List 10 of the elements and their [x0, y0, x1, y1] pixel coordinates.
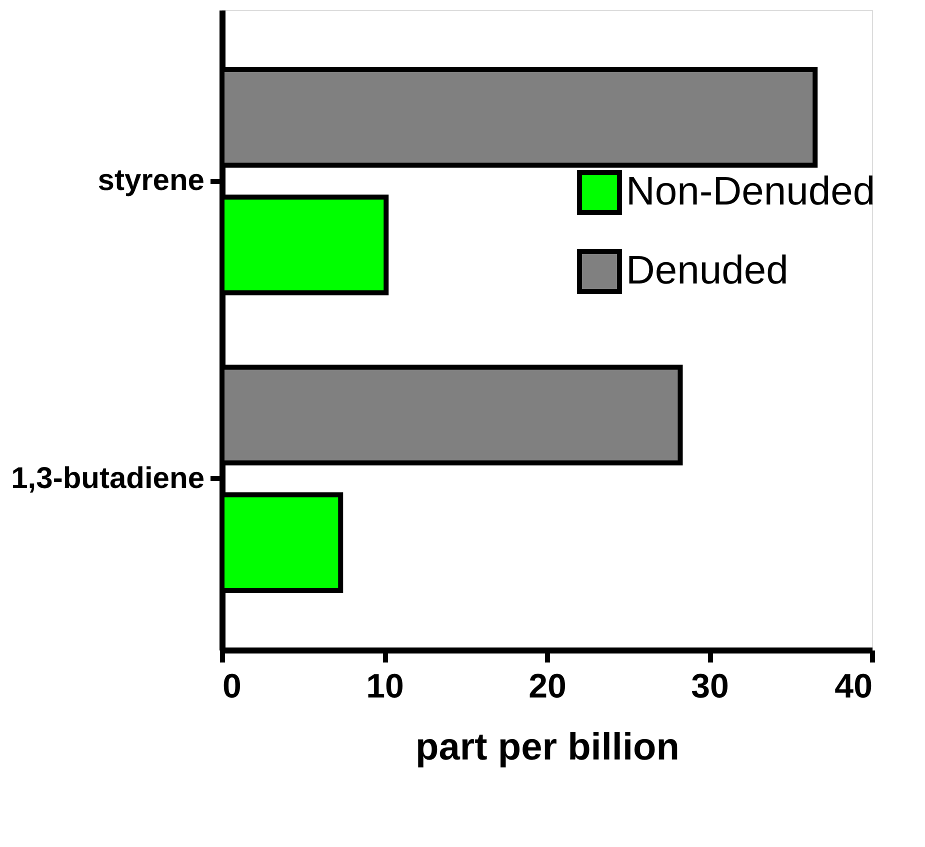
x-axis-title: part per billion [416, 726, 680, 768]
x-tick-label: 30 [691, 668, 729, 706]
x-tick-label: 10 [366, 668, 404, 706]
x-tick-label: 40 [834, 668, 872, 706]
legend-label: Denuded [626, 248, 788, 292]
legend-label: Non-Denuded [626, 170, 876, 214]
x-tick-label: 20 [528, 668, 566, 706]
y-tick-label: 1,3-butadiene [11, 462, 204, 495]
y-tick-label: styrene [98, 164, 204, 198]
x-tick-label: 0 [222, 668, 242, 706]
